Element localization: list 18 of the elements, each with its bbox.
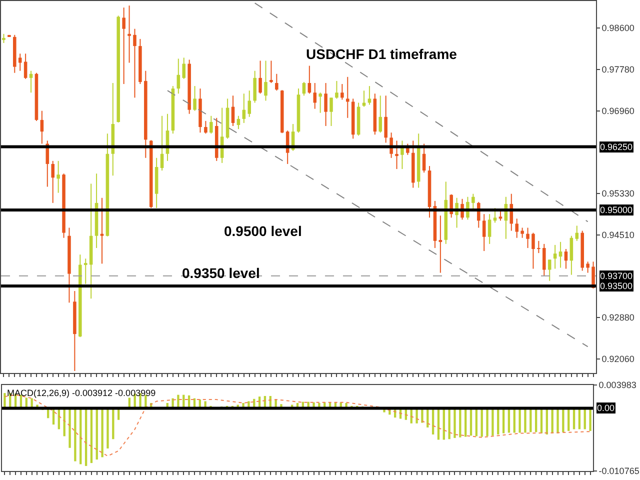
annotation: 0.9350 level [182, 265, 260, 281]
y-tick-label: 0.95330 [602, 188, 634, 198]
ref-line-label: 0.96250 [600, 142, 633, 152]
ref-line-label: 0.95000 [600, 205, 633, 215]
ref-line-label: 0.00 [597, 403, 615, 413]
y-tick-label: 0.92060 [602, 354, 634, 364]
annotation: 0.9500 level [224, 223, 302, 239]
ref-line-label: 0.93500 [600, 281, 633, 291]
ref-line-label: 0.93700 [600, 271, 633, 281]
y-tick-label: 0.97780 [602, 64, 634, 74]
y-tick-label: 0.96960 [602, 106, 634, 116]
text: USDCHF D1 timeframe [306, 46, 458, 62]
chart-title: MACD(12,26,9) -0.003912 -0.003999 [7, 388, 156, 398]
y-tick-label: 0.98600 [602, 22, 634, 33]
y-tick-label: 0.94510 [602, 230, 634, 240]
y-tick-label: 0.003983 [598, 380, 636, 390]
y-tick-label: 0.92880 [602, 312, 634, 322]
y-tick-label: -0.010765 [598, 466, 640, 476]
